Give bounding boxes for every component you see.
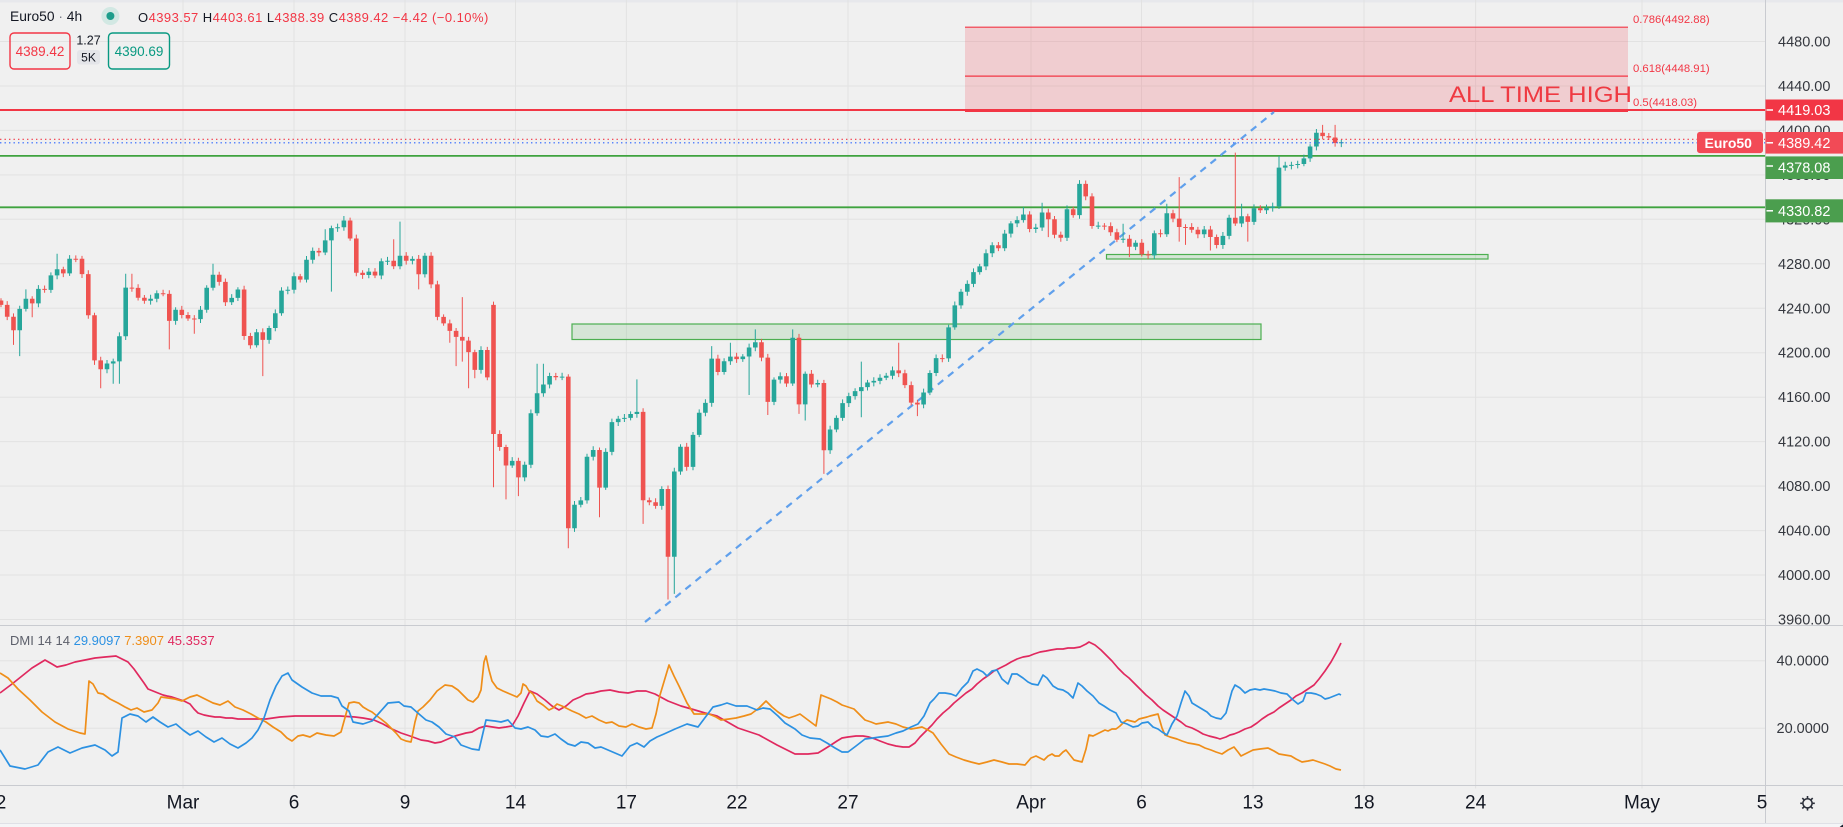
svg-text:Euro50: Euro50 [1705, 135, 1753, 151]
svg-text:1.27: 1.27 [76, 34, 100, 48]
svg-text:4280.00: 4280.00 [1778, 257, 1830, 273]
svg-text:5: 5 [1757, 793, 1768, 814]
svg-text:6: 6 [289, 793, 300, 814]
svg-text:Apr: Apr [1016, 793, 1046, 814]
svg-text:4419.03: 4419.03 [1778, 103, 1830, 119]
svg-text:17: 17 [616, 793, 637, 814]
svg-text:0.786(4492.88): 0.786(4492.88) [1633, 14, 1710, 26]
svg-text:May: May [1624, 793, 1660, 814]
svg-text:4330.82: 4330.82 [1778, 204, 1830, 220]
svg-text:4390.69: 4390.69 [115, 44, 164, 59]
svg-text:9: 9 [400, 793, 411, 814]
svg-text:6: 6 [1136, 793, 1147, 814]
svg-text:5K: 5K [81, 51, 96, 65]
svg-text:4480.00: 4480.00 [1778, 35, 1830, 51]
svg-text:4440.00: 4440.00 [1778, 79, 1830, 95]
svg-text:4040.00: 4040.00 [1778, 524, 1830, 540]
svg-text:4389.42: 4389.42 [16, 44, 65, 59]
svg-text:3960.00: 3960.00 [1778, 613, 1830, 629]
svg-text:18: 18 [1353, 793, 1374, 814]
svg-text:24: 24 [1465, 793, 1487, 814]
svg-text:4080.00: 4080.00 [1778, 479, 1830, 495]
svg-text:Euro50 · 4h: Euro50 · 4h [10, 9, 82, 24]
svg-text:Mar: Mar [167, 793, 200, 814]
svg-text:4240.00: 4240.00 [1778, 301, 1830, 317]
svg-text:0.618(4448.91): 0.618(4448.91) [1633, 63, 1710, 75]
svg-text:27: 27 [837, 793, 858, 814]
svg-text:ALL TIME HIGH: ALL TIME HIGH [1449, 82, 1632, 107]
svg-text:22: 22 [726, 793, 747, 814]
svg-text:4378.08: 4378.08 [1778, 161, 1830, 177]
svg-text:20.0000: 20.0000 [1777, 721, 1829, 737]
svg-text:0.5(4418.03): 0.5(4418.03) [1633, 97, 1697, 109]
svg-text:4000.00: 4000.00 [1778, 568, 1830, 584]
svg-text:4200.00: 4200.00 [1778, 346, 1830, 362]
svg-text:4160.00: 4160.00 [1778, 390, 1830, 406]
svg-text:4389.42: 4389.42 [1778, 136, 1830, 152]
svg-text:O4393.57 H4403.61 L4388.39 C43: O4393.57 H4403.61 L4388.39 C4389.42 −4.4… [138, 10, 489, 25]
svg-text:14: 14 [505, 793, 527, 814]
svg-text:4120.00: 4120.00 [1778, 435, 1830, 451]
svg-text:13: 13 [1242, 793, 1263, 814]
svg-text:40.0000: 40.0000 [1777, 654, 1829, 670]
svg-text:2: 2 [0, 793, 6, 814]
svg-text:DMI 14 14 29.9097 7.3907 45.35: DMI 14 14 29.9097 7.3907 45.3537 [10, 633, 215, 648]
